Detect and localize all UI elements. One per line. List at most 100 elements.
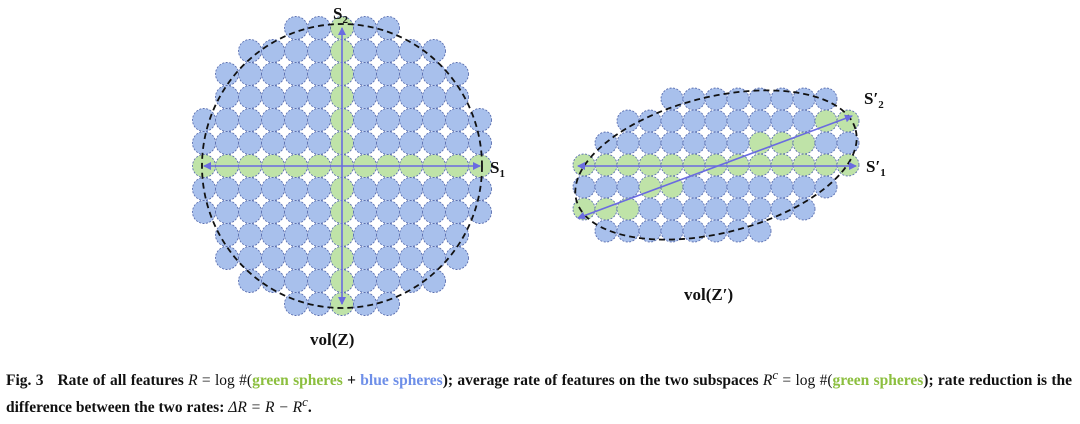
blue-sphere <box>261 177 285 201</box>
right-s1-label: S′1 <box>866 157 886 179</box>
blue-sphere <box>399 85 423 109</box>
blue-sphere <box>376 62 400 86</box>
blue-sphere <box>638 131 662 155</box>
blue-sphere <box>284 62 308 86</box>
blue-sphere <box>376 39 400 63</box>
left-volume-label: vol(Z) <box>310 330 354 349</box>
figure-number: Fig. 3 <box>6 372 44 390</box>
blue-sphere <box>284 39 308 63</box>
blue-sphere <box>376 16 400 40</box>
blue-sphere <box>399 269 423 293</box>
blue-sphere <box>726 197 750 221</box>
blue-sphere <box>704 197 728 221</box>
green-sphere <box>770 131 794 155</box>
blue-sphere <box>572 175 596 199</box>
blue-sphere <box>307 39 331 63</box>
blue-sphere <box>792 109 816 133</box>
blue-sphere <box>284 177 308 201</box>
blue-sphere <box>238 200 262 224</box>
blue-sphere <box>215 131 239 155</box>
blue-sphere <box>748 197 772 221</box>
blue-sphere <box>770 197 794 221</box>
blue-sphere <box>660 131 684 155</box>
blue-sphere <box>284 223 308 247</box>
blue-sphere <box>704 175 728 199</box>
blue-sphere <box>660 87 684 111</box>
blue-sphere <box>353 131 377 155</box>
blue-spheres-term: blue spheres <box>360 372 443 390</box>
blue-sphere <box>215 108 239 132</box>
left-s2-label: S2 <box>333 4 348 26</box>
blue-sphere <box>307 246 331 270</box>
blue-sphere <box>422 108 446 132</box>
blue-sphere <box>422 269 446 293</box>
blue-sphere <box>422 131 446 155</box>
green-sphere <box>748 153 772 177</box>
blue-sphere <box>261 246 285 270</box>
blue-sphere <box>422 223 446 247</box>
blue-sphere <box>792 175 816 199</box>
blue-sphere <box>814 175 838 199</box>
blue-sphere <box>307 177 331 201</box>
blue-sphere <box>399 177 423 201</box>
blue-sphere <box>616 175 640 199</box>
blue-sphere <box>770 109 794 133</box>
blue-sphere <box>238 108 262 132</box>
blue-sphere <box>353 246 377 270</box>
green-sphere <box>616 197 640 221</box>
blue-sphere <box>616 219 640 243</box>
blue-sphere <box>284 16 308 40</box>
blue-sphere <box>376 131 400 155</box>
blue-sphere <box>399 246 423 270</box>
blue-sphere <box>284 292 308 316</box>
green-sphere <box>836 153 860 177</box>
blue-sphere <box>682 87 706 111</box>
right-volume-boundary <box>574 89 858 241</box>
blue-sphere <box>399 39 423 63</box>
blue-sphere <box>284 200 308 224</box>
blue-sphere <box>399 200 423 224</box>
blue-sphere <box>307 108 331 132</box>
blue-sphere <box>770 175 794 199</box>
green-sphere <box>792 131 816 155</box>
blue-sphere <box>353 177 377 201</box>
right-volume-label: vol(Z′) <box>684 285 733 304</box>
blue-sphere <box>792 197 816 221</box>
green-sphere <box>814 153 838 177</box>
blue-sphere <box>307 223 331 247</box>
blue-sphere <box>660 197 684 221</box>
right-s2-axis-arrow <box>577 114 853 220</box>
blue-sphere <box>726 175 750 199</box>
green-sphere <box>616 153 640 177</box>
blue-sphere <box>445 200 469 224</box>
blue-sphere <box>353 62 377 86</box>
blue-sphere <box>422 200 446 224</box>
blue-sphere <box>814 87 838 111</box>
blue-sphere <box>704 219 728 243</box>
blue-sphere <box>422 85 446 109</box>
blue-sphere <box>353 200 377 224</box>
blue-sphere <box>594 175 618 199</box>
blue-sphere <box>399 131 423 155</box>
blue-sphere <box>238 131 262 155</box>
blue-sphere <box>748 87 772 111</box>
green-sphere <box>660 153 684 177</box>
blue-sphere <box>814 131 838 155</box>
left-s1-label: S1 <box>490 158 505 180</box>
green-sphere <box>726 153 750 177</box>
blue-sphere <box>284 131 308 155</box>
blue-sphere <box>284 85 308 109</box>
blue-sphere <box>307 200 331 224</box>
blue-sphere <box>399 108 423 132</box>
blue-sphere <box>307 131 331 155</box>
blue-sphere <box>445 177 469 201</box>
blue-sphere <box>616 109 640 133</box>
blue-sphere <box>261 200 285 224</box>
blue-sphere <box>792 87 816 111</box>
blue-sphere <box>660 109 684 133</box>
blue-sphere <box>445 131 469 155</box>
blue-sphere <box>376 223 400 247</box>
blue-sphere <box>307 62 331 86</box>
blue-sphere <box>261 85 285 109</box>
blue-sphere <box>748 109 772 133</box>
